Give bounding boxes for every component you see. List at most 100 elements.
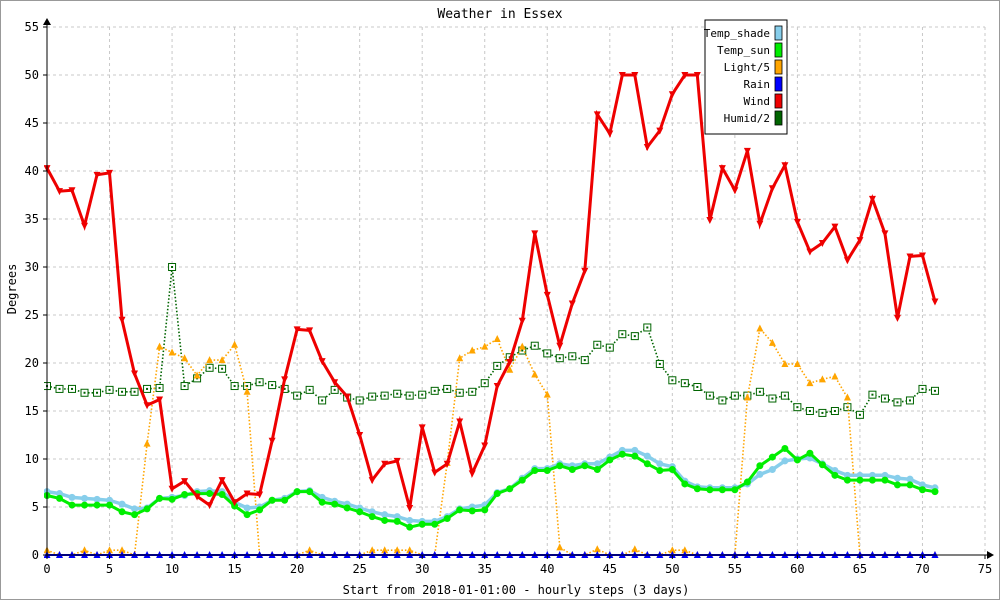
- data-point: [243, 490, 251, 498]
- data-point: [731, 486, 739, 494]
- data-point: [693, 485, 701, 493]
- data-point: [543, 291, 551, 299]
- data-point: [368, 513, 376, 521]
- legend-label: Light/5: [724, 61, 770, 74]
- data-point: [618, 330, 627, 339]
- data-point: [231, 340, 239, 348]
- data-point-inner: [658, 362, 661, 365]
- data-point: [730, 391, 739, 400]
- y-tick-label: 10: [25, 452, 39, 466]
- data-point-inner: [146, 387, 149, 390]
- data-point: [481, 342, 489, 350]
- data-point-inner: [446, 387, 449, 390]
- data-point-inner: [108, 388, 111, 391]
- y-tick-label: 50: [25, 68, 39, 82]
- data-point: [655, 359, 664, 368]
- y-tick-label: 35: [25, 212, 39, 226]
- data-point: [493, 383, 501, 391]
- data-point: [468, 387, 477, 396]
- y-tick-label: 0: [32, 548, 39, 562]
- data-point: [831, 223, 839, 231]
- data-point: [506, 359, 514, 367]
- data-point: [768, 338, 776, 346]
- legend-swatch: [774, 76, 783, 92]
- data-point: [555, 354, 564, 363]
- data-point: [831, 372, 839, 380]
- data-point-inner: [133, 390, 136, 393]
- data-point-inner: [821, 411, 824, 414]
- y-tick-label: 25: [25, 308, 39, 322]
- data-point: [631, 545, 639, 553]
- data-point: [668, 376, 677, 385]
- data-point: [843, 476, 851, 484]
- data-point: [281, 496, 289, 504]
- x-tick-label: 15: [227, 562, 241, 576]
- legend-label: Temp_shade: [704, 27, 770, 40]
- data-point: [881, 476, 889, 484]
- data-point-inner: [208, 366, 211, 369]
- data-point: [781, 359, 789, 367]
- data-point: [55, 384, 64, 393]
- data-point: [168, 263, 177, 271]
- data-point: [131, 505, 139, 513]
- x-tick-label: 5: [106, 562, 113, 576]
- data-point: [756, 462, 764, 470]
- y-tick-label: 5: [32, 500, 39, 514]
- data-point: [556, 543, 564, 551]
- data-point: [518, 476, 526, 484]
- data-point: [531, 230, 539, 238]
- data-point: [543, 349, 552, 358]
- data-point: [731, 187, 739, 195]
- data-point-inner: [808, 410, 811, 412]
- x-tick-label: 60: [790, 562, 804, 576]
- x-tick-label: 20: [290, 562, 304, 576]
- data-point: [856, 476, 864, 484]
- y-tick-label: 40: [25, 164, 39, 178]
- x-tick-label: 75: [978, 562, 992, 576]
- data-point: [418, 390, 427, 399]
- data-point: [643, 460, 651, 468]
- data-point-inner: [383, 394, 386, 397]
- data-point: [268, 381, 277, 390]
- data-point: [118, 546, 126, 554]
- data-point-inner: [183, 385, 186, 388]
- data-point-inner: [121, 390, 124, 393]
- y-tick-label: 55: [25, 20, 39, 34]
- data-point: [868, 390, 877, 399]
- data-point: [93, 495, 101, 503]
- data-point: [393, 517, 401, 525]
- data-point: [543, 390, 551, 398]
- data-point-inner: [683, 382, 686, 385]
- data-point: [593, 460, 601, 468]
- data-point: [656, 127, 664, 135]
- data-point: [331, 379, 339, 387]
- data-point: [81, 501, 89, 509]
- legend-label: Humid/2: [724, 112, 770, 125]
- x-tick-label: 45: [603, 562, 617, 576]
- data-point-inner: [933, 389, 936, 392]
- data-point-inner: [571, 355, 574, 358]
- data-point: [931, 298, 939, 306]
- data-point: [855, 410, 864, 419]
- data-point: [305, 385, 314, 394]
- data-point: [181, 491, 189, 499]
- data-point: [381, 460, 389, 468]
- data-point: [456, 418, 464, 426]
- data-point: [431, 469, 439, 477]
- data-point: [406, 546, 414, 554]
- data-point: [568, 352, 577, 361]
- y-tick-label: 20: [25, 356, 39, 370]
- data-point: [605, 343, 614, 352]
- data-point: [106, 546, 114, 554]
- data-point: [806, 248, 814, 256]
- data-point-inner: [921, 387, 924, 390]
- data-point: [818, 461, 826, 469]
- data-point: [393, 389, 402, 398]
- x-tick-label: 10: [165, 562, 179, 576]
- data-point-inner: [171, 266, 174, 268]
- series-wind: [44, 72, 939, 512]
- data-point-inner: [471, 390, 474, 393]
- data-point: [643, 452, 651, 460]
- data-point-inner: [733, 394, 736, 397]
- legend-item-temp-sun: Temp_sun: [717, 42, 783, 58]
